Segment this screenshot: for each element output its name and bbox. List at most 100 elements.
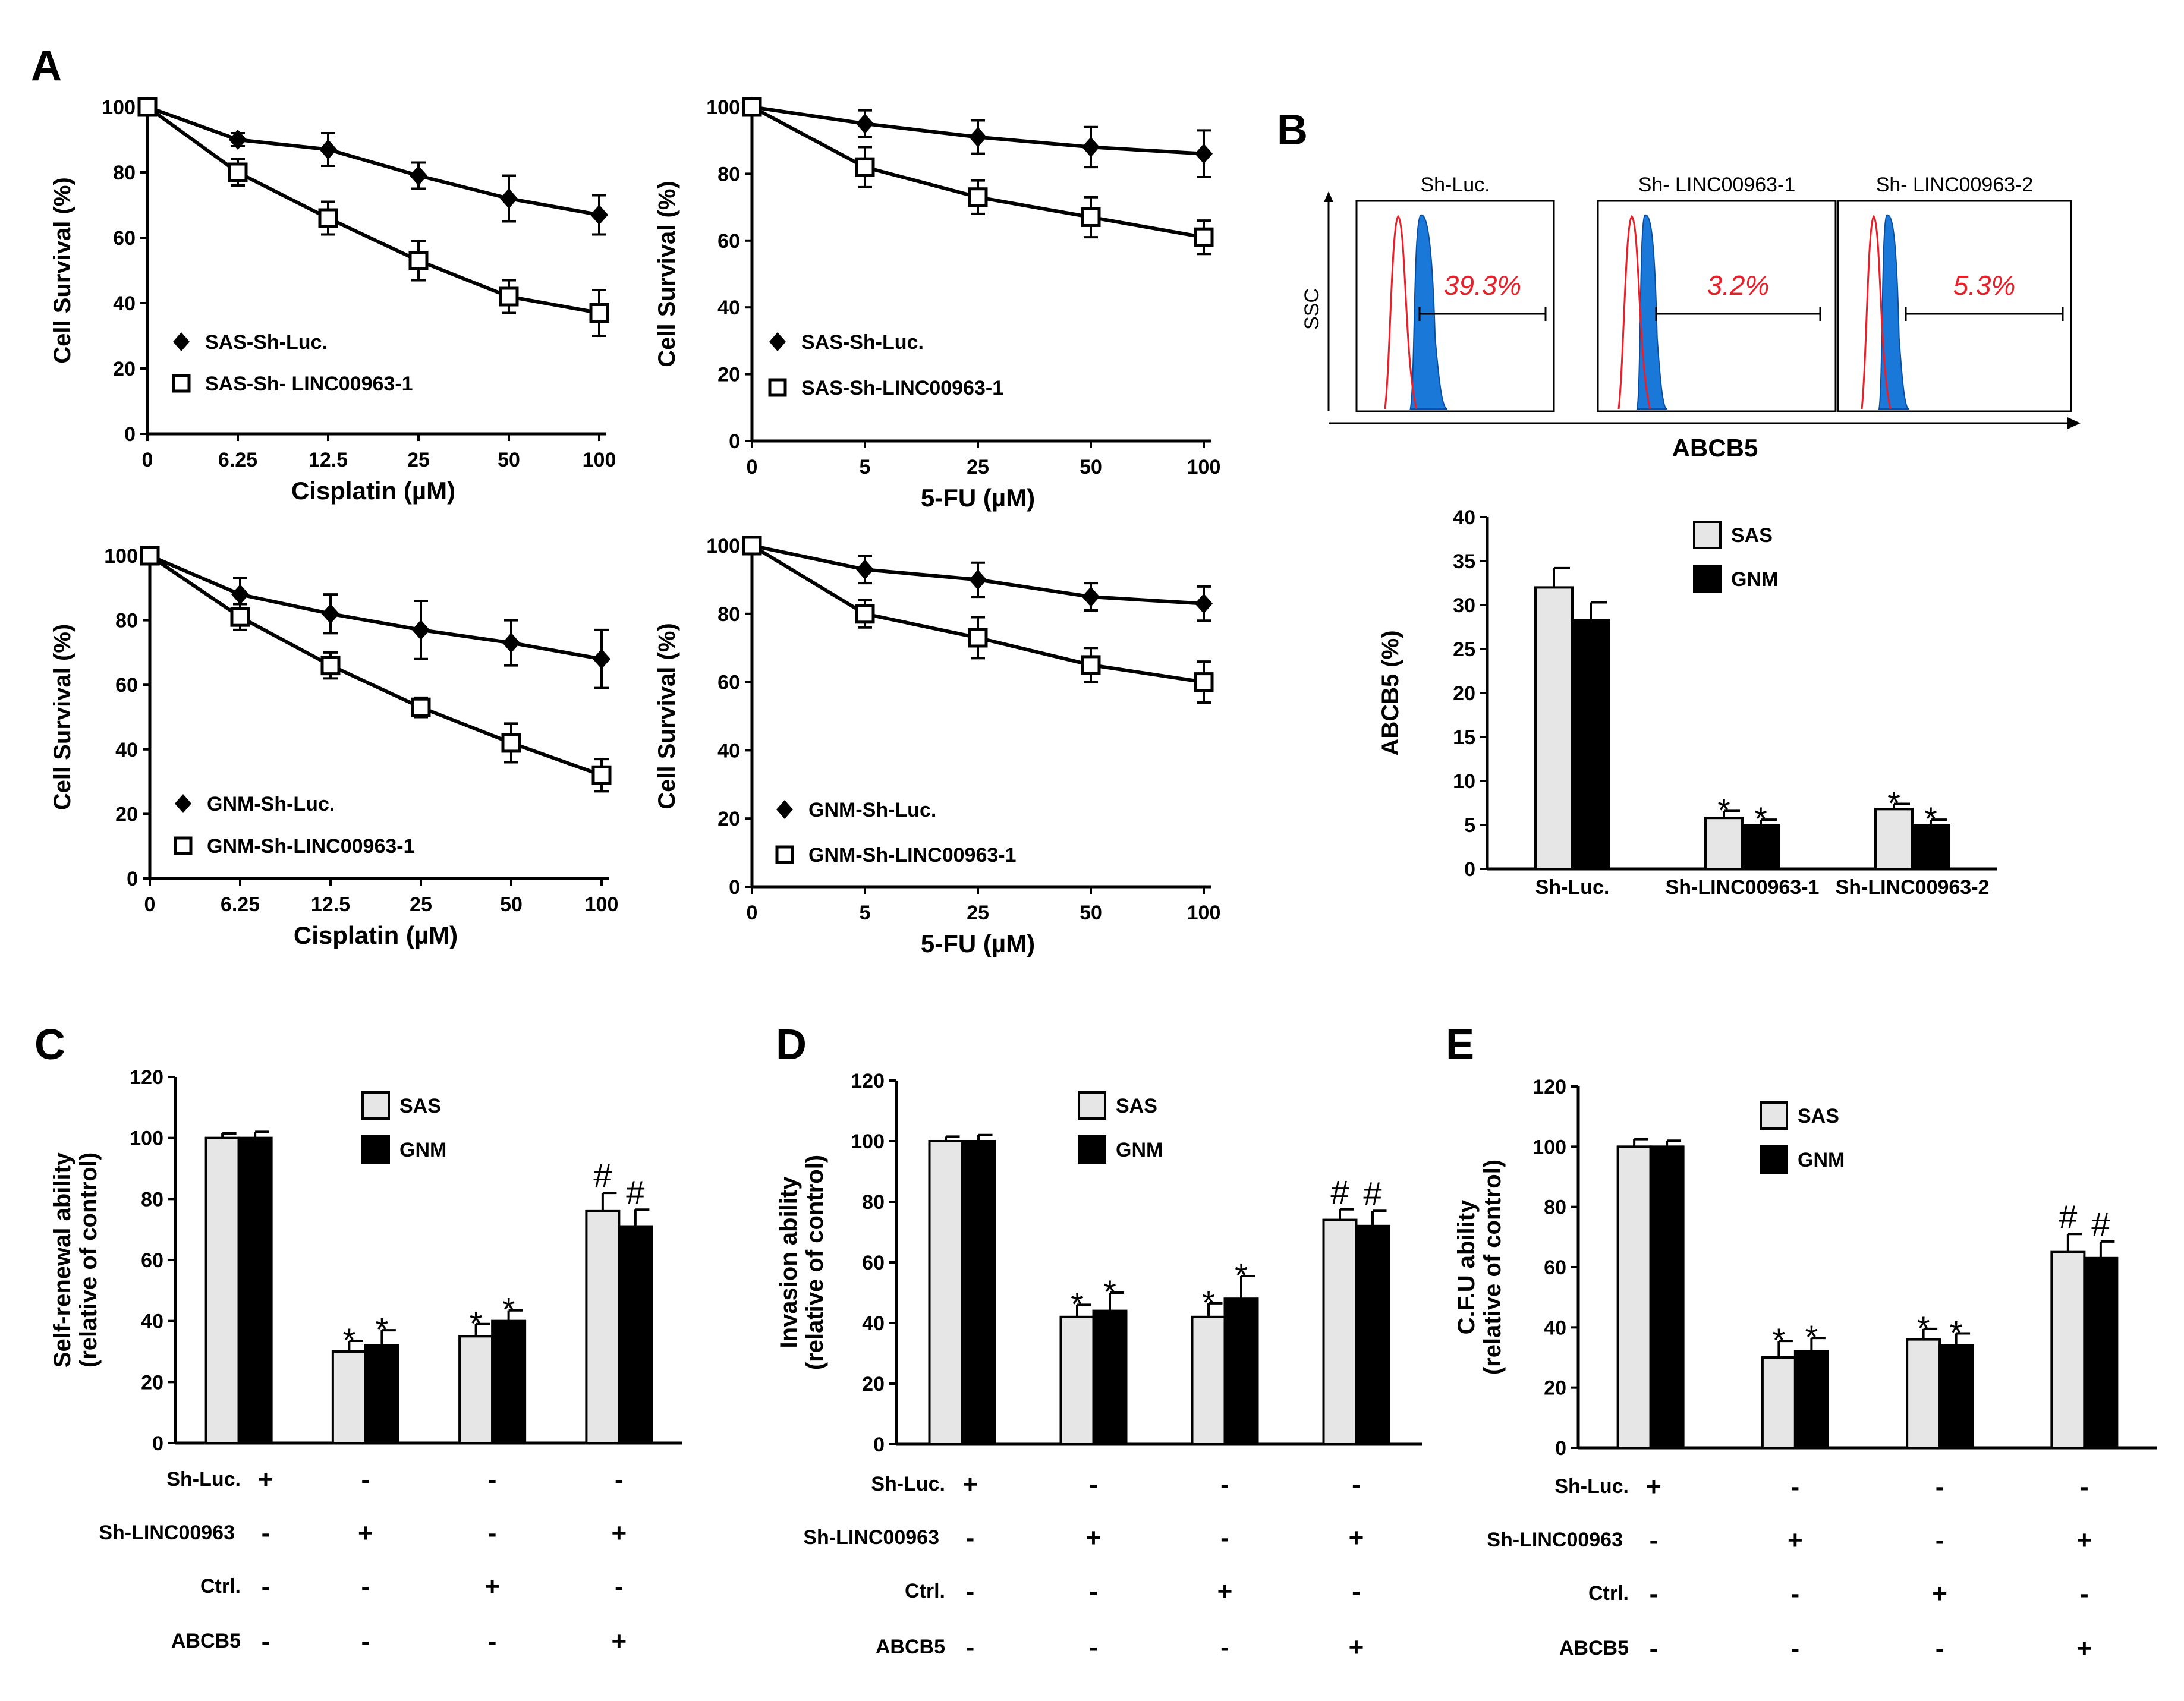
data-point (230, 607, 250, 627)
legend-label: SAS (1116, 1095, 1157, 1117)
line-chart-a1: 0 20 40 60 80 100 0 6.25 12.5 25 50 100 Cisplatin (µ… (49, 96, 616, 505)
significance-mark: * (375, 1311, 388, 1348)
legend-swatch (1760, 1101, 1788, 1130)
bar (1906, 1338, 1941, 1450)
treatment-sign: - (1220, 1470, 1229, 1499)
bar (364, 1344, 399, 1445)
legend-label: SAS (399, 1095, 441, 1117)
treatment-sign: + (612, 1519, 627, 1548)
bar (1191, 1315, 1226, 1446)
treatment-sign: - (1791, 1472, 1800, 1501)
data-point (320, 656, 341, 676)
x-tick-label: 50 (1080, 902, 1102, 924)
significance-mark: * (1202, 1284, 1215, 1321)
x-tick-label: 100 (1187, 902, 1221, 924)
legend-marker (173, 332, 190, 351)
treatment-sign: - (1220, 1633, 1229, 1662)
series-line (146, 105, 600, 217)
y-tick-label: 35 (1453, 550, 1475, 573)
data-point (140, 546, 160, 566)
x-tick-label: 50 (1080, 456, 1102, 478)
bar (1616, 1145, 1652, 1450)
series-line (146, 105, 600, 315)
legend-label: SAS-Sh-Luc. (205, 331, 328, 354)
bar (585, 1209, 621, 1445)
bar (237, 1136, 273, 1444)
legend-swatch (361, 1091, 390, 1120)
treatment-sign: - (1650, 1579, 1659, 1608)
bar (491, 1319, 527, 1445)
x-category-label: Sh-LINC00963-2 (1836, 876, 1990, 899)
legend-swatch (361, 1135, 390, 1164)
x-tick-label: 0 (144, 893, 156, 916)
y-tick-label: 40 (113, 292, 136, 315)
legend-marker (172, 374, 191, 393)
y-tick-label: 20 (1453, 682, 1475, 705)
y-tick-label: 60 (141, 1249, 163, 1272)
bar (331, 1350, 367, 1444)
ssc-axis-title: SSC (1301, 288, 1323, 330)
legend-label: SAS (1731, 524, 1773, 547)
data-point (499, 286, 519, 307)
data-point (856, 114, 874, 134)
legend-marker (775, 845, 794, 864)
legend-swatch (1693, 565, 1722, 593)
x-tick-label: 5 (860, 902, 871, 924)
treatment-label: Sh-LINC00963 (99, 1522, 235, 1544)
y-tick-label: 80 (717, 163, 740, 185)
legend-marker (769, 332, 786, 351)
data-point (589, 303, 609, 323)
treatment-sign: - (488, 1519, 497, 1548)
treatment-sign: + (2077, 1526, 2092, 1555)
treatment-sign: - (262, 1519, 270, 1548)
panel-label-d: D (776, 1021, 807, 1069)
data-point (856, 559, 874, 580)
legend-marker (174, 836, 193, 855)
bar (1223, 1297, 1259, 1445)
x-tick-label: 50 (500, 893, 523, 916)
y-axis-title: ABCB5 (%) (1377, 630, 1403, 755)
y-tick-label: 80 (717, 603, 740, 626)
y-tick-label: 40 (717, 739, 740, 762)
legend-swatch (1078, 1135, 1106, 1164)
treatment-sign: + (258, 1465, 273, 1494)
y-tick-label: 60 (717, 672, 740, 694)
series-line (149, 554, 602, 661)
y-tick-label: 80 (115, 610, 138, 632)
y-tick-label: 40 (1544, 1316, 1566, 1339)
treatment-label: Sh-Luc. (166, 1468, 241, 1491)
data-point (969, 569, 987, 590)
significance-mark: * (1235, 1256, 1248, 1294)
data-point (412, 619, 430, 640)
y-tick-label: 20 (1544, 1377, 1566, 1400)
legend-label: GNM-Sh-LINC00963-1 (808, 844, 1017, 867)
y-tick-label: 20 (717, 808, 740, 830)
bar (1761, 1356, 1796, 1449)
y-axis-title: Cell Survival (%) (49, 624, 75, 810)
legend-swatch (1693, 521, 1722, 549)
data-point (228, 162, 248, 182)
treatment-sign: - (966, 1523, 975, 1552)
treatment-sign: - (615, 1572, 624, 1601)
flow-frame (1837, 200, 2072, 412)
flow-panel-title: Sh-Luc. (1420, 174, 1490, 196)
y-tick-label: 120 (1532, 1076, 1566, 1098)
flow-control-peak (1384, 215, 1418, 410)
bar (1938, 1344, 1974, 1450)
significance-mark: * (1772, 1321, 1785, 1359)
significance-mark: * (1805, 1318, 1818, 1356)
data-point (855, 157, 875, 177)
y-tick-label: 80 (1544, 1196, 1566, 1219)
bar-chart-d: 0 20 40 60 80 100 120 Invasion ability (relative… (776, 1070, 1422, 1662)
y-tick-label: 20 (141, 1371, 163, 1394)
x-tick-label: 100 (583, 449, 616, 471)
legend-marker (768, 378, 787, 397)
data-point (410, 165, 427, 186)
y-axis-title: (relative of control) (75, 1152, 102, 1368)
x-tick-label: 6.25 (221, 893, 260, 916)
y-axis-title: C.F.U ability (1453, 1199, 1480, 1334)
y-tick-label: 0 (1555, 1437, 1566, 1460)
legend-label: SAS-Sh-LINC00963-1 (801, 377, 1003, 399)
y-tick-label: 5 (1464, 814, 1475, 837)
